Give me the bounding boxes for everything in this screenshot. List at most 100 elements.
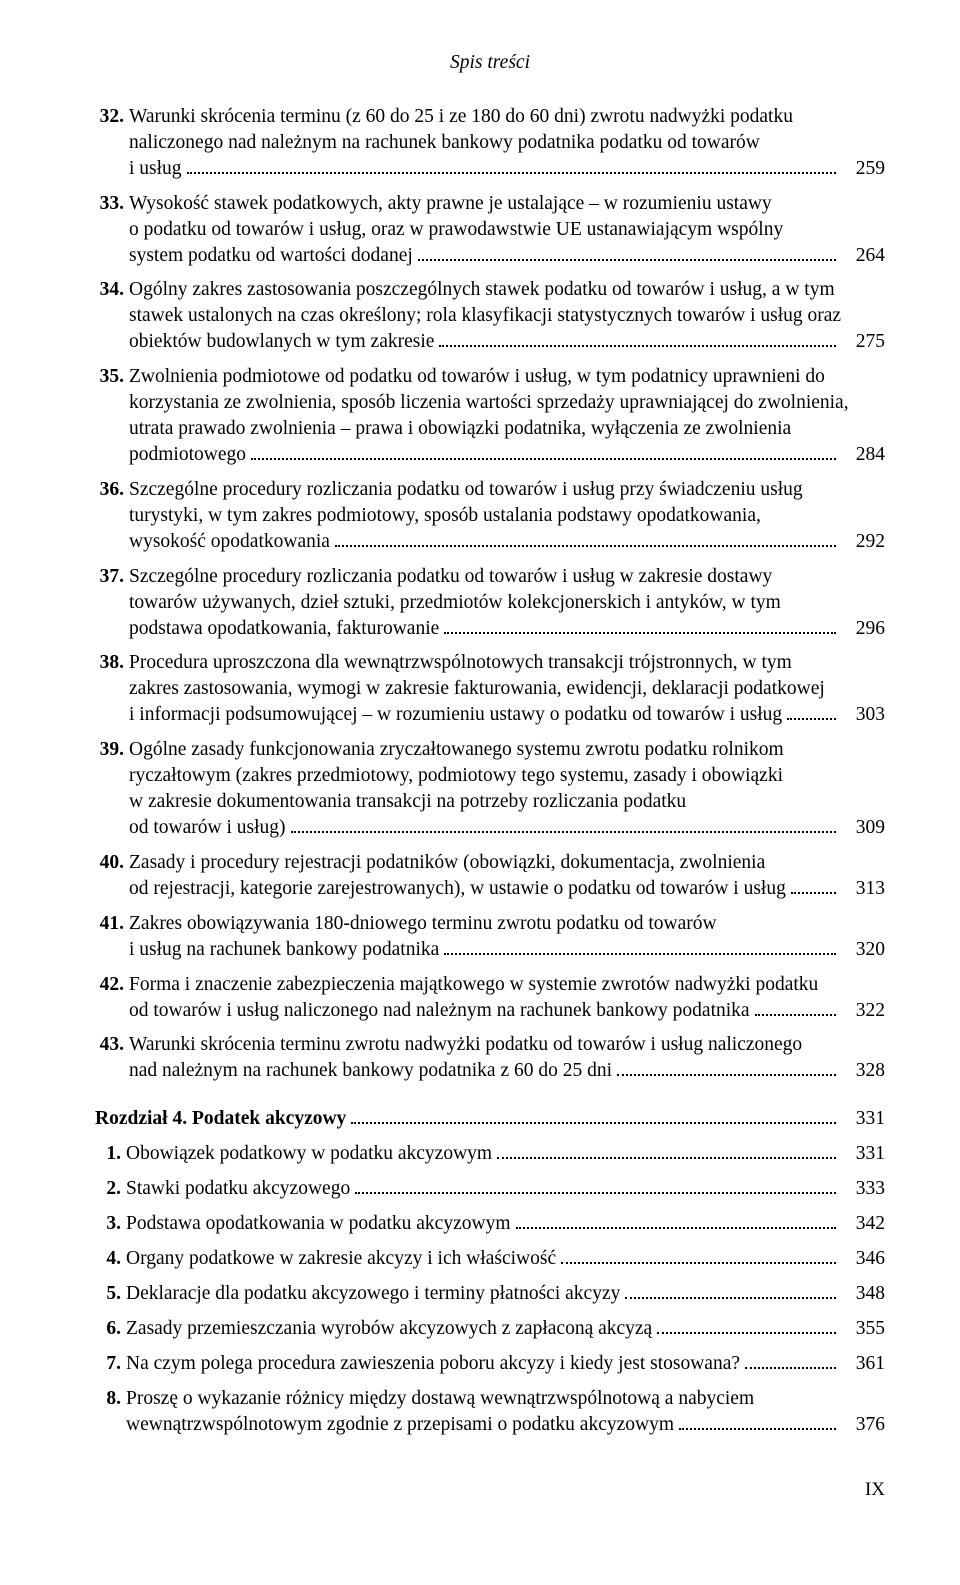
entry-number: 3.: [95, 1211, 126, 1237]
entry-number: 5.: [95, 1281, 126, 1307]
entry-number: 38.: [95, 650, 129, 676]
leader-dots: [657, 1316, 836, 1334]
entry-text: stawek ustalonych na czas określony; rol…: [129, 303, 885, 329]
toc-entry: 6.Zasady przemieszczania wyrobów akcyzow…: [95, 1316, 885, 1342]
entry-page: 348: [841, 1281, 885, 1307]
leader-dots: [418, 243, 836, 261]
entry-text: system podatku od wartości dodanej: [129, 243, 413, 269]
entry-page: 309: [841, 815, 885, 841]
entry-number: 32.: [95, 104, 129, 130]
entry-text: Zwolnienia podmiotowe od podatku od towa…: [129, 364, 885, 390]
entry-text: towarów używanych, dzieł sztuki, przedmi…: [129, 590, 885, 616]
entry-body: Ogólne zasady funkcjonowania zryczałtowa…: [129, 737, 885, 841]
entry-body: Warunki skrócenia terminu (z 60 do 25 i …: [129, 104, 885, 182]
entry-text: korzystania ze zwolnienia, sposób liczen…: [129, 390, 885, 416]
chapter-page: 331: [841, 1106, 885, 1132]
entry-body: Zakres obowiązywania 180-dniowego termin…: [129, 911, 885, 963]
entry-number: 35.: [95, 364, 129, 390]
entry-text: Wysokość stawek podatkowych, akty prawne…: [129, 191, 885, 217]
entry-page: 342: [841, 1211, 885, 1237]
leader-dots: [561, 1246, 836, 1264]
entry-text: o podatku od towarów i usług, oraz w pra…: [129, 217, 885, 243]
entry-text: Obowiązek podatkowy w podatku akcyzowym: [126, 1141, 492, 1167]
entry-text: zakres zastosowania, wymogi w zakresie f…: [129, 676, 885, 702]
leader-dots: [444, 616, 836, 634]
toc-entry: 42.Forma i znaczenie zabezpieczenia mają…: [95, 972, 885, 1024]
entry-text: Podstawa opodatkowania w podatku akcyzow…: [126, 1211, 511, 1237]
toc-entry: 5.Deklaracje dla podatku akcyzowego i te…: [95, 1281, 885, 1307]
toc-entry: 34.Ogólny zakres zastosowania poszczegól…: [95, 277, 885, 355]
toc-entry: 37.Szczególne procedury rozliczania poda…: [95, 564, 885, 642]
entry-body: Proszę o wykazanie różnicy między dostaw…: [126, 1386, 885, 1438]
entry-body: Zasady i procedury rejestracji podatnikó…: [129, 850, 885, 902]
entry-text: w zakresie dokumentowania transakcji na …: [129, 789, 885, 815]
entry-page: 322: [841, 998, 885, 1024]
entry-text: Ogólne zasady funkcjonowania zryczałtowa…: [129, 737, 885, 763]
entry-text: podstawa opodatkowania, fakturowanie: [129, 616, 439, 642]
entry-text: i informacji podsumowującej – w rozumien…: [129, 702, 782, 728]
entry-text: od rejestracji, kategorie zarejestrowany…: [129, 876, 786, 902]
entry-page: 346: [841, 1246, 885, 1272]
toc-entry: 39.Ogólne zasady funkcjonowania zryczałt…: [95, 737, 885, 841]
leader-dots: [444, 937, 836, 955]
entry-page: 331: [841, 1141, 885, 1167]
toc-entry: 7.Na czym polega procedura zawieszenia p…: [95, 1351, 885, 1377]
toc-entry: 2.Stawki podatku akcyzowego333: [95, 1176, 885, 1202]
toc-entries: 32.Warunki skrócenia terminu (z 60 do 25…: [95, 104, 885, 1084]
entry-text: Zasady przemieszczania wyrobów akcyzowyc…: [126, 1316, 652, 1342]
toc-entry: 43.Warunki skrócenia terminu zwrotu nadw…: [95, 1032, 885, 1084]
toc-entry: 36.Szczególne procedury rozliczania poda…: [95, 477, 885, 555]
entry-body: Zwolnienia podmiotowe od podatku od towa…: [129, 364, 885, 468]
entry-body: Forma i znaczenie zabezpieczenia majątko…: [129, 972, 885, 1024]
entry-page: 296: [841, 616, 885, 642]
entry-text: ryczałtowym (zakres przedmiotowy, podmio…: [129, 763, 885, 789]
entry-text: od towarów i usług naliczonego nad należ…: [129, 998, 750, 1024]
page-header: Spis treści: [95, 50, 885, 76]
entry-number: 43.: [95, 1032, 129, 1058]
entry-text: podmiotowego: [129, 442, 246, 468]
toc-entry: 38.Procedura uproszczona dla wewnątrzwsp…: [95, 650, 885, 728]
entry-body: Stawki podatku akcyzowego333: [126, 1176, 885, 1202]
entry-text: turystyki, w tym zakres podmiotowy, spos…: [129, 503, 885, 529]
leader-dots: [335, 529, 836, 547]
entry-text: Zakres obowiązywania 180-dniowego termin…: [129, 911, 885, 937]
leader-dots: [497, 1142, 836, 1160]
toc-entry: 32.Warunki skrócenia terminu (z 60 do 25…: [95, 104, 885, 182]
entry-number: 34.: [95, 277, 129, 303]
entry-number: 1.: [95, 1141, 126, 1167]
entry-page: 313: [841, 876, 885, 902]
leader-dots: [617, 1059, 836, 1077]
entry-text: Warunki skrócenia terminu (z 60 do 25 i …: [129, 104, 885, 130]
leader-dots: [679, 1412, 836, 1430]
entry-text: Warunki skrócenia terminu zwrotu nadwyżk…: [129, 1032, 885, 1058]
entry-text: obiektów budowlanych w tym zakresie: [129, 329, 434, 355]
entry-text: utrata prawado zwolnienia – prawa i obow…: [129, 416, 885, 442]
entry-text: i usług: [129, 156, 182, 182]
entry-page: 355: [841, 1316, 885, 1342]
entry-number: 33.: [95, 191, 129, 217]
entry-page: 284: [841, 442, 885, 468]
entry-number: 39.: [95, 737, 129, 763]
entry-text: od towarów i usług): [129, 815, 286, 841]
entry-page: 259: [841, 156, 885, 182]
leader-dots: [355, 1177, 836, 1195]
entry-number: 40.: [95, 850, 129, 876]
toc-entry: 35.Zwolnienia podmiotowe od podatku od t…: [95, 364, 885, 468]
leader-dots: [439, 330, 836, 348]
entry-text: Szczególne procedury rozliczania podatku…: [129, 564, 885, 590]
leader-dots: [625, 1281, 836, 1299]
leader-dots: [187, 156, 836, 174]
entry-page: 275: [841, 329, 885, 355]
toc-entry: 40.Zasady i procedury rejestracji podatn…: [95, 850, 885, 902]
entry-text: Procedura uproszczona dla wewnątrzwspóln…: [129, 650, 885, 676]
entry-number: 37.: [95, 564, 129, 590]
leader-dots: [351, 1107, 836, 1125]
toc-entry: 41.Zakres obowiązywania 180-dniowego ter…: [95, 911, 885, 963]
page-number-footer: IX: [95, 1477, 885, 1502]
entry-text: Stawki podatku akcyzowego: [126, 1176, 350, 1202]
chapter-label: Rozdział 4. Podatek akcyzowy: [95, 1106, 346, 1132]
leader-dots: [787, 703, 836, 721]
entry-number: 36.: [95, 477, 129, 503]
entry-text: wysokość opodatkowania: [129, 529, 330, 555]
entry-number: 4.: [95, 1246, 126, 1272]
